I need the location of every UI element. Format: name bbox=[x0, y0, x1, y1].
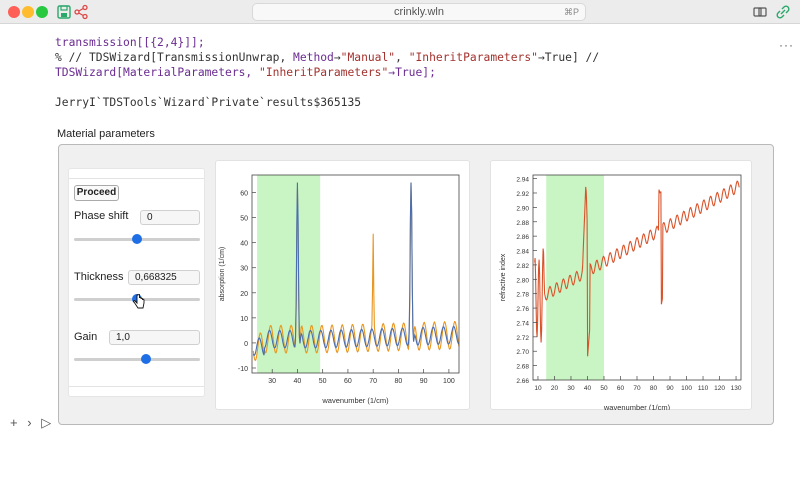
maximize-window-button[interactable] bbox=[36, 6, 48, 18]
x-tick-label: 130 bbox=[731, 385, 742, 392]
document-title: crinkly.wln bbox=[394, 6, 444, 18]
window-titlebar: crinkly.wln ⌘P bbox=[0, 0, 800, 24]
y-tick-label: 0 bbox=[244, 341, 248, 348]
absorption-chart[interactable]: 30 40 50 60 70 80 90 100 -10 0 10 20 30 40 50 60 wavenum… bbox=[215, 160, 470, 410]
translate-icon[interactable] bbox=[752, 4, 768, 20]
y-axis-label: refractive index bbox=[500, 253, 507, 301]
proceed-button[interactable]: Proceed bbox=[74, 185, 119, 201]
x-tick-label: 40 bbox=[294, 378, 302, 385]
x-tick-label: 40 bbox=[584, 385, 592, 392]
code-string: "Manual" bbox=[340, 51, 396, 64]
y-tick-label: 2.76 bbox=[516, 306, 529, 313]
refractive-index-plot-frame bbox=[490, 160, 752, 410]
close-window-button[interactable] bbox=[8, 6, 20, 18]
code-line-1[interactable]: transmission[[{2,4}]]; bbox=[55, 36, 205, 49]
hand-cursor-icon bbox=[133, 294, 145, 309]
code-segment: TDSWizard[MaterialParameters, bbox=[55, 66, 260, 79]
x-tick-label: 90 bbox=[420, 378, 428, 385]
x-tick-label: 50 bbox=[600, 385, 608, 392]
code-string: "InheritParameters" bbox=[408, 51, 538, 64]
x-tick-label: 110 bbox=[698, 385, 709, 392]
y-tick-label: 60 bbox=[240, 191, 248, 198]
link-icon[interactable] bbox=[775, 4, 791, 20]
code-line-1-text: transmission[[{2,4}]]; bbox=[55, 36, 205, 49]
x-tick-label: 80 bbox=[650, 385, 658, 392]
y-tick-label: 30 bbox=[240, 266, 248, 273]
more-icon[interactable]: ··· bbox=[779, 38, 794, 52]
code-segment: →True]; bbox=[388, 66, 436, 79]
phase-shift-label: Phase shift bbox=[74, 210, 129, 222]
run-icon[interactable]: ▷ bbox=[41, 415, 52, 430]
y-tick-label: 2.94 bbox=[516, 177, 529, 184]
x-tick-label: 90 bbox=[666, 385, 674, 392]
y-tick-label: 40 bbox=[240, 241, 248, 248]
code-segment: , bbox=[395, 51, 409, 64]
y-tick-label: 2.66 bbox=[516, 378, 529, 385]
thickness-label: Thickness bbox=[74, 271, 124, 283]
phase-shift-field[interactable]: 0 bbox=[140, 210, 200, 225]
code-line-2[interactable]: % // TDSWizard[TransmissionUnwrap, Metho… bbox=[55, 51, 599, 64]
minimize-window-button[interactable] bbox=[22, 6, 34, 18]
gain-field[interactable]: 1,0 bbox=[109, 330, 200, 345]
y-tick-label: 2.90 bbox=[516, 205, 529, 212]
code-segment: → bbox=[333, 51, 341, 64]
series-line-1 bbox=[252, 182, 460, 356]
x-axis-label: wavenumber (1/cm) bbox=[321, 396, 389, 405]
x-tick-label: 80 bbox=[395, 378, 403, 385]
y-tick-label: 2.72 bbox=[516, 335, 529, 342]
code-string: "InheritParameters" bbox=[259, 66, 389, 79]
y-tick-label: 2.86 bbox=[516, 234, 529, 241]
add-cell-icon[interactable]: + bbox=[10, 415, 18, 430]
save-icon[interactable] bbox=[56, 4, 72, 20]
y-tick-label: 20 bbox=[240, 291, 248, 298]
x-tick-label: 120 bbox=[714, 385, 725, 392]
x-tick-label: 60 bbox=[344, 378, 352, 385]
cell-output-text: JerryI`TDSTools`Wizard`Private`results$3… bbox=[55, 96, 362, 109]
divider bbox=[69, 178, 204, 179]
address-bar[interactable]: crinkly.wln ⌘P bbox=[252, 3, 586, 21]
chevron-right-icon[interactable]: › bbox=[27, 415, 32, 430]
code-segment: % // TDSWizard[TransmissionUnwrap, bbox=[55, 51, 294, 64]
y-tick-label: 2.84 bbox=[516, 249, 529, 256]
gain-slider[interactable] bbox=[74, 358, 200, 361]
x-tick-label: 50 bbox=[319, 378, 327, 385]
y-tick-label: 2.92 bbox=[516, 191, 529, 198]
y-tick-label: 2.74 bbox=[516, 320, 529, 327]
share-icon[interactable] bbox=[73, 4, 89, 20]
thickness-field[interactable]: 0,668325 bbox=[128, 270, 200, 285]
y-axis-label: absorption (1/cm) bbox=[219, 247, 226, 301]
code-line-3[interactable]: TDSWizard[MaterialParameters, "InheritPa… bbox=[55, 66, 436, 79]
code-keyword: Method bbox=[293, 51, 334, 64]
y-tick-label: 2.82 bbox=[516, 263, 529, 270]
y-tick-label: 10 bbox=[240, 316, 248, 323]
y-tick-label: 50 bbox=[240, 216, 248, 223]
section-label: Material parameters bbox=[57, 128, 155, 140]
refractive-index-chart[interactable]: 10 20 30 40 50 60 70 80 90 100 110 120 130 2.66 2.68 2.… bbox=[490, 160, 752, 410]
x-tick-label: 100 bbox=[443, 378, 455, 385]
x-tick-label: 100 bbox=[681, 385, 692, 392]
y-tick-label: 2.70 bbox=[516, 349, 529, 356]
cell-toolbar: + › ▷ bbox=[10, 415, 51, 431]
x-tick-label: 30 bbox=[268, 378, 276, 385]
code-segment: →True] // bbox=[537, 51, 600, 64]
plot-area bbox=[251, 174, 460, 374]
phase-shift-slider-thumb[interactable] bbox=[132, 234, 142, 244]
y-tick-label: 2.80 bbox=[516, 277, 529, 284]
x-tick-label: 60 bbox=[617, 385, 625, 392]
gain-slider-thumb[interactable] bbox=[140, 354, 151, 364]
x-tick-label: 70 bbox=[633, 385, 641, 392]
x-axis-label: wavenumber (1/cm) bbox=[603, 403, 671, 410]
gain-label: Gain bbox=[74, 331, 98, 343]
x-tick-label: 70 bbox=[369, 378, 377, 385]
x-tick-label: 10 bbox=[534, 385, 542, 392]
y-tick-label: 2.88 bbox=[516, 220, 529, 227]
y-tick-label: 2.68 bbox=[516, 364, 529, 371]
command-palette-shortcut: ⌘P bbox=[563, 7, 579, 17]
x-tick-label: 30 bbox=[567, 385, 575, 392]
y-tick-label: -10 bbox=[238, 366, 248, 373]
series-line-0 bbox=[534, 180, 740, 357]
divider bbox=[69, 386, 204, 387]
y-tick-label: 2.78 bbox=[516, 292, 529, 299]
x-tick-label: 20 bbox=[551, 385, 559, 392]
